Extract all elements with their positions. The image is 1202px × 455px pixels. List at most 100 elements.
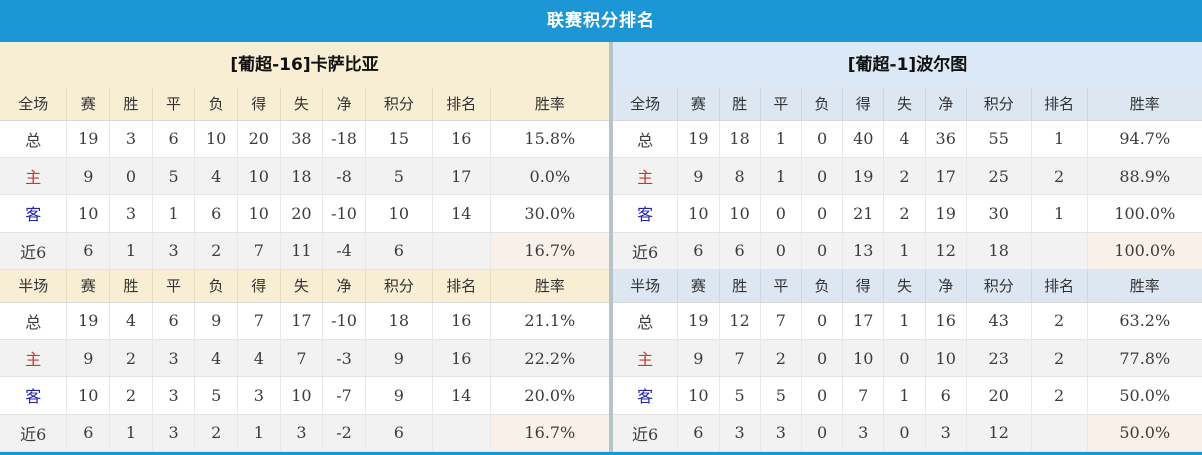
points-cell: 5	[365, 157, 433, 196]
stat-cell: 0	[801, 232, 844, 270]
row-label-cell: 总	[613, 120, 679, 158]
stat-cell: 7	[237, 232, 281, 270]
home-team-stats-table: 全场赛胜平负得失净积分 排名 胜率总 19 3 6 10 20 38 -18 15 16 15.8% 主 9…	[0, 88, 609, 453]
stat-cell: 5	[719, 376, 761, 415]
rank-cell: 16	[432, 302, 491, 340]
stat-cell: -8	[322, 157, 366, 196]
team-panels: [葡超-16]卡萨比亚 全场赛胜平负得失净积分 排名 胜率总 19 3 6 10 20 38 -1…	[0, 42, 1202, 453]
stat-cell: 4	[109, 302, 153, 340]
row-label-cell: 主	[0, 157, 68, 196]
column-header-cell: 排名	[432, 269, 491, 303]
stat-cell: 5	[194, 376, 238, 415]
stat-cell: 1	[109, 414, 153, 453]
stat-cell: 3	[280, 414, 324, 453]
column-header-cell: 平	[760, 269, 802, 303]
column-header-cell: 负	[194, 269, 238, 303]
stat-cell: 6	[719, 232, 761, 270]
stat-cell: 4	[237, 339, 281, 378]
winrate-cell: 22.2%	[490, 339, 609, 378]
column-header-cell: 胜	[719, 88, 761, 121]
stat-cell: 19	[66, 120, 111, 158]
stat-cell: 6	[677, 414, 720, 453]
column-header-cell: 得	[237, 269, 281, 303]
stat-cell: 0	[883, 339, 926, 378]
stat-cell: 0	[760, 194, 802, 233]
stat-cell: 2	[194, 232, 238, 270]
points-cell: 18	[966, 232, 1032, 270]
stat-cell: 6	[152, 120, 196, 158]
stat-cell: 6	[152, 302, 196, 340]
table-row: 近6 6 1 3 2 7 11 -4 6 16.7%	[0, 232, 609, 270]
stat-cell: 7	[719, 339, 761, 378]
stat-cell: 9	[677, 157, 720, 196]
column-header-cell: 负	[801, 88, 844, 121]
column-header-cell: 平	[152, 269, 196, 303]
rank-cell: 2	[1031, 376, 1088, 415]
scope-header-cell: 半场	[613, 269, 679, 303]
rank-cell	[1031, 232, 1088, 270]
stat-cell: 3	[152, 232, 196, 270]
stat-cell: 11	[280, 232, 324, 270]
column-header-cell: 失	[280, 269, 324, 303]
winrate-cell: 16.7%	[490, 232, 609, 270]
rank-cell: 14	[432, 194, 491, 233]
stat-cell: 9	[677, 339, 720, 378]
away-team-stats-table: 全场赛胜平负得失净积分 排名 胜率总 19 18 1 0 40 4 36 55 1 94.7% 主 9 8 1 0…	[613, 88, 1202, 453]
stat-cell: 0	[801, 414, 844, 453]
stat-cell: 0	[801, 302, 844, 340]
points-cell: 20	[966, 376, 1032, 415]
stat-cell: 40	[842, 120, 885, 158]
team-panel-home: [葡超-16]卡萨比亚 全场赛胜平负得失净积分 排名 胜率总 19 3 6 10 20 38 -1…	[0, 42, 609, 453]
stat-cell: 38	[280, 120, 324, 158]
row-label-cell: 主	[0, 339, 68, 378]
rank-cell: 2	[1031, 157, 1088, 196]
row-label-cell: 近6	[0, 414, 68, 453]
table-row: 总 19 12 7 0 17 1 16 43 2 63.2%	[613, 302, 1202, 340]
column-header-cell: 胜	[719, 269, 761, 303]
points-cell: 12	[966, 414, 1032, 453]
table-header-row: 全场赛胜平负得失净积分 排名 胜率	[613, 88, 1202, 121]
column-header-cell: 负	[194, 88, 238, 121]
column-header-cell: 得	[237, 88, 281, 121]
scope-header-cell: 全场	[613, 88, 679, 121]
stat-cell: 8	[719, 157, 761, 196]
stat-cell: 9	[194, 302, 238, 340]
winrate-cell: 100.0%	[1087, 194, 1202, 233]
column-header-cell: 失	[883, 269, 926, 303]
winrate-cell: 94.7%	[1087, 120, 1202, 158]
stat-cell: -2	[322, 414, 366, 453]
column-header-cell: 失	[883, 88, 926, 121]
table-row: 近6 6 1 3 2 1 3 -2 6 16.7%	[0, 414, 609, 453]
stat-cell: 6	[925, 376, 967, 415]
table-row: 主 9 2 3 4 4 7 -3 9 16 22.2%	[0, 339, 609, 378]
stat-cell: 1	[760, 157, 802, 196]
stat-cell: 9	[66, 339, 111, 378]
winrate-cell: 0.0%	[490, 157, 609, 196]
stat-cell: 1	[883, 376, 926, 415]
row-label-cell: 近6	[0, 232, 68, 270]
stat-cell: 1	[883, 302, 926, 340]
stat-cell: -4	[322, 232, 366, 270]
stat-cell: 4	[194, 339, 238, 378]
stat-cell: 3	[152, 339, 196, 378]
scope-header-cell: 全场	[0, 88, 68, 121]
table-row: 总 19 18 1 0 40 4 36 55 1 94.7%	[613, 120, 1202, 158]
column-header-cell: 排名	[1031, 88, 1088, 121]
column-header-cell: 失	[280, 88, 324, 121]
table-row: 主 9 0 5 4 10 18 -8 5 17 0.0%	[0, 157, 609, 196]
column-header-cell: 平	[152, 88, 196, 121]
rank-cell: 16	[432, 120, 491, 158]
points-cell: 30	[966, 194, 1032, 233]
stat-cell: 20	[280, 194, 324, 233]
stat-cell: 19	[925, 194, 967, 233]
stat-cell: 1	[152, 194, 196, 233]
stat-cell: 2	[109, 376, 153, 415]
home-team-header: [葡超-16]卡萨比亚	[0, 42, 609, 88]
table-row: 主 9 8 1 0 19 2 17 25 2 88.9%	[613, 157, 1202, 196]
stat-cell: 4	[194, 157, 238, 196]
stat-cell: 2	[883, 194, 926, 233]
row-label-cell: 近6	[613, 232, 679, 270]
points-cell: 9	[365, 376, 433, 415]
stat-cell: 19	[677, 302, 720, 340]
team-panel-away: [葡超-1]波尔图 全场赛胜平负得失净积分 排名 胜率总 19 18 1 0 40 4 36 55 1…	[613, 42, 1202, 453]
